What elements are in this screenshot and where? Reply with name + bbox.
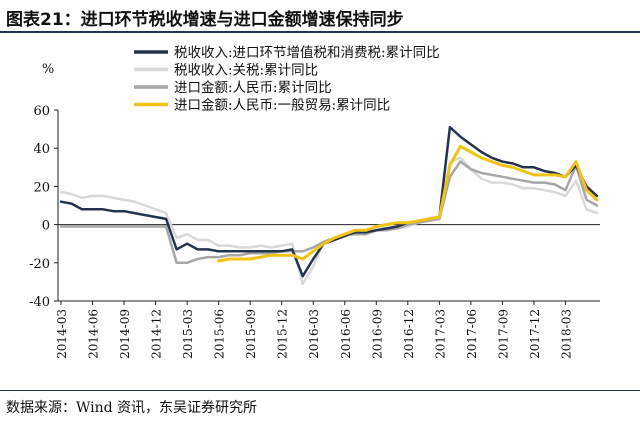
x-tick-label: 2015-03 xyxy=(181,309,195,359)
series-line-1 xyxy=(59,125,599,278)
x-tick-label: 2016-12 xyxy=(402,309,416,359)
y-tick-label: 20 xyxy=(33,180,50,195)
series-line-2 xyxy=(59,156,599,286)
x-tick-label: 2014-06 xyxy=(87,309,101,359)
x-tick-label: 2015-09 xyxy=(244,309,258,359)
legend-label: 进口金额:人民币:一般贸易:累计同比 xyxy=(174,98,390,114)
x-tick-label: 2016-06 xyxy=(339,309,353,359)
legend-label: 税收收入:关税:累计同比 xyxy=(174,63,318,79)
x-tick-label: 2017-09 xyxy=(496,309,510,359)
source-note: 数据来源：Wind 资讯，东吴证券研究所 xyxy=(6,400,258,416)
x-tick-label: 2017-03 xyxy=(433,309,447,359)
legend-label: 进口金额:人民币:累计同比 xyxy=(174,80,332,96)
y-tick-label: -40 xyxy=(29,295,50,310)
x-tick-label: 2017-12 xyxy=(528,309,542,359)
y-tick-label: -20 xyxy=(29,257,50,272)
x-tick-label: 2015-12 xyxy=(276,309,290,359)
x-tick-label: 2015-06 xyxy=(213,309,227,359)
title-bar: 图表21：进口环节税收增速与进口金额增速保持同步 xyxy=(0,0,640,33)
chart-title: 图表21：进口环节税收增速与进口金额增速保持同步 xyxy=(6,10,404,30)
line-chart: -40 -20 0 20 40 60% 2014-03 2014-06 2014-09 2014-… xyxy=(29,45,600,359)
y-axis-unit: % xyxy=(42,62,54,77)
x-tick-label: 2014-03 xyxy=(55,309,69,359)
x-tick-label: 2017-06 xyxy=(465,309,479,359)
x-tick-label: 2014-12 xyxy=(150,309,164,359)
source-bar: 数据来源：Wind 资讯，东吴证券研究所 xyxy=(0,390,640,421)
series-line-3 xyxy=(59,160,599,265)
x-tick-label: 2014-09 xyxy=(118,309,132,359)
y-tick-label: 0 xyxy=(42,219,50,234)
series-line-4 xyxy=(217,144,599,263)
y-tick-label: 60 xyxy=(33,104,50,119)
x-tick-label: 2018-03 xyxy=(559,309,573,359)
y-tick-label: 40 xyxy=(33,142,50,157)
x-tick-label: 2016-09 xyxy=(370,309,384,359)
legend-label: 税收收入:进口环节增值税和消费税:累计同比 xyxy=(174,45,440,61)
x-tick-label: 2016-03 xyxy=(307,309,321,359)
